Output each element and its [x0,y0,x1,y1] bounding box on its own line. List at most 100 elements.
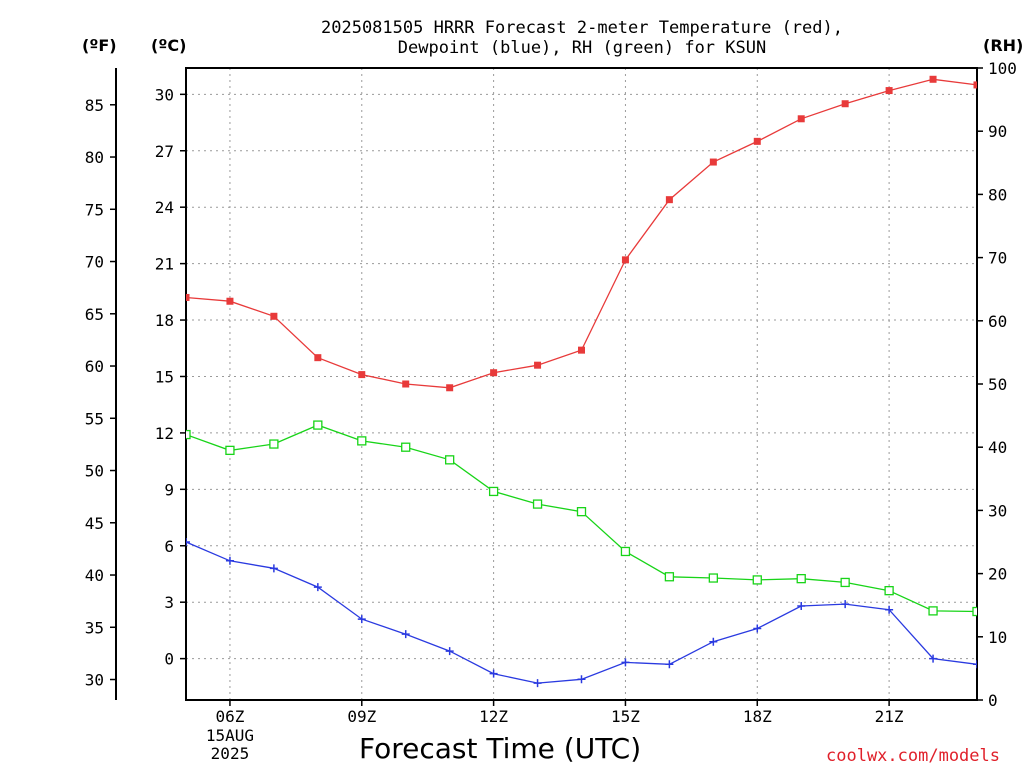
fahrenheit-tick-label: 50 [85,462,104,481]
celsius-tick-label: 12 [155,424,174,443]
temperature-point [186,293,190,301]
temperature-point [621,256,629,264]
celsius-tick-label: 6 [164,537,174,556]
temperature-point [929,75,937,83]
chart-title-line-2: Dewpoint (blue), RH (green) for KSUN [397,38,767,58]
rh-tick-label: 70 [988,249,1007,268]
temperature-point [885,87,893,95]
fahrenheit-unit-label: (ºF) [82,36,117,55]
dewpoint-line [186,541,977,684]
dewpoint-point [753,624,762,633]
fahrenheit-tick-label: 45 [85,514,104,533]
x-tick-label: 18Z [743,707,772,726]
temperature-point [753,137,761,145]
temperature-point [402,380,410,388]
celsius-tick-label: 18 [155,311,174,330]
fahrenheit-tick-label: 80 [85,148,104,167]
fahrenheit-tick-label: 55 [85,409,104,428]
rh-point [884,586,894,596]
dewpoint-point [709,637,718,646]
temperature-point [709,158,717,166]
fahrenheit-tick-label: 65 [85,305,104,324]
dewpoint-point [186,538,190,546]
fahrenheit-tick-label: 60 [85,357,104,376]
rh-point [488,486,499,497]
rh-tick-label: 60 [988,312,1007,331]
temperature-point [446,384,454,392]
x-tick-label: 21Z [875,707,904,726]
dewpoint-point [841,600,850,609]
rh-tick-label: 30 [988,501,1007,520]
rh-point [225,445,235,456]
rh-tick-label: 80 [988,185,1007,204]
dewpoint-point [313,583,322,592]
rh-tick-label: 0 [988,691,998,710]
rh-point [401,442,411,452]
dewpoint-point [929,654,938,663]
rh-point [186,429,191,440]
chart-title-line-1: 2025081505 HRRR Forecast 2-meter Tempera… [321,18,843,38]
dewpoint-point [357,615,366,624]
dewpoint-point [489,669,498,678]
dewpoint-point [269,564,278,573]
x-tick-label: 06Z [215,707,244,726]
temperature-point [665,196,673,204]
temperature-point [973,81,977,89]
rh-point [620,546,631,557]
temperature-point [226,297,234,305]
credit-link[interactable]: coolwx.com/models [826,746,1000,766]
temperature-point [490,369,498,377]
fahrenheit-tick-label: 30 [85,671,104,690]
celsius-tick-label: 3 [164,593,174,612]
x-axis-title: Forecast Time (UTC) [359,732,642,765]
rh-point [708,573,718,583]
temperature-point [841,100,849,108]
celsius-tick-label: 9 [164,480,174,499]
rh-tick-label: 50 [988,375,1007,394]
rh-point [796,574,806,584]
rh-tick-label: 90 [988,122,1007,141]
fahrenheit-tick-label: 40 [85,566,104,585]
celsius-tick-label: 30 [155,85,174,104]
rh-point [752,575,762,585]
rh-point [445,455,455,465]
rh-tick-label: 40 [988,438,1007,457]
rh-point [532,499,543,509]
x-tick-label: 12Z [479,707,508,726]
dewpoint-point [797,601,806,610]
rh-point [357,436,367,446]
celsius-tick-label: 0 [164,650,174,669]
dewpoint-point [665,660,674,669]
rh-point [928,606,938,616]
rh-point [269,439,279,449]
dewpoint-point [401,630,410,639]
fahrenheit-tick-label: 75 [85,200,104,219]
celsius-tick-label: 21 [155,255,174,274]
dewpoint-point [973,660,977,669]
temperature-point [797,115,805,123]
dewpoint-point [885,605,894,614]
x-tick-label: 15Z [611,707,640,726]
rh-tick-label: 10 [988,628,1007,647]
celsius-unit-label: (ºC) [151,36,187,55]
fahrenheit-tick-label: 70 [85,253,104,272]
dewpoint-point [533,679,542,688]
temperature-point [270,312,278,320]
x-tick-label: 09Z [347,707,376,726]
dewpoint-point [225,556,234,565]
rh-tick-label: 20 [988,565,1007,584]
dewpoint-point [577,675,586,684]
rh-point [664,572,675,582]
x-tick-sublabel: 2025 [211,744,250,763]
fahrenheit-tick-label: 85 [85,96,104,115]
fahrenheit-tick-label: 35 [85,618,104,637]
celsius-tick-label: 24 [155,198,174,217]
temperature-point [314,354,322,362]
rh-point [840,577,850,588]
rh-tick-label: 100 [988,59,1017,78]
x-tick-sublabel: 15AUG [206,726,254,745]
rh-point [576,507,587,517]
temperature-point [578,346,585,354]
dewpoint-point [621,658,630,667]
